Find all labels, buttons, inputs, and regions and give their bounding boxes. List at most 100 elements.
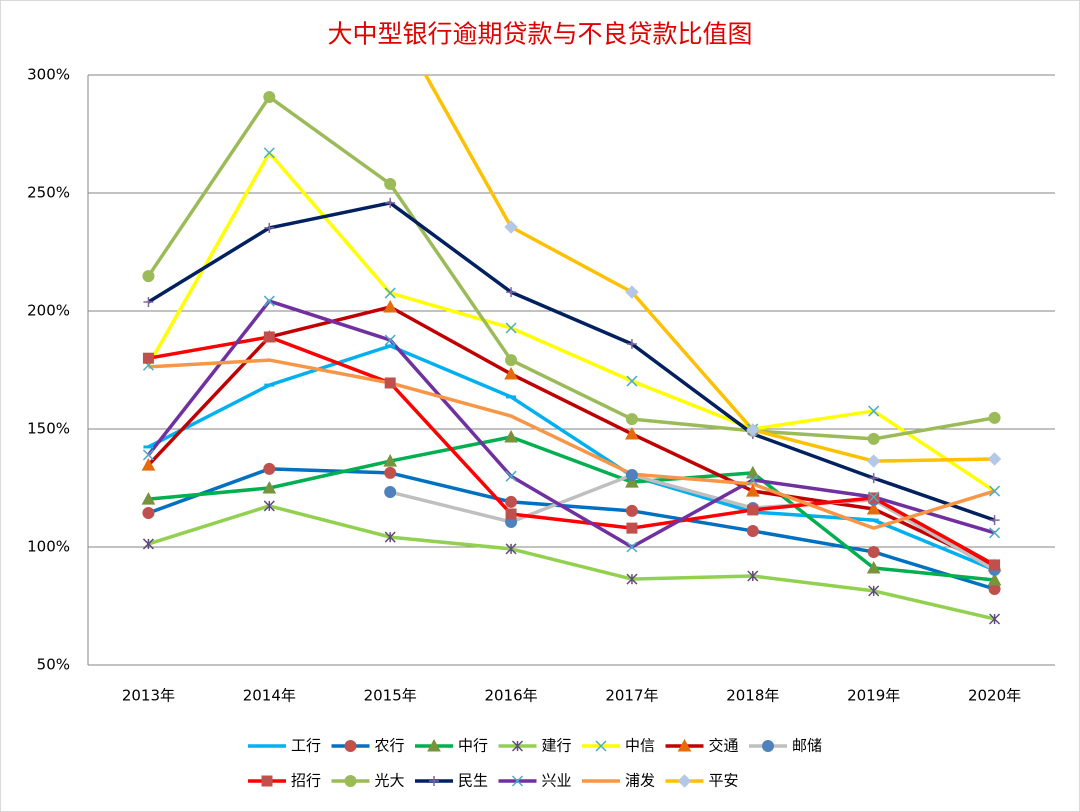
- marker: [868, 585, 880, 597]
- marker: [747, 570, 759, 582]
- marker: [505, 354, 518, 367]
- marker: [867, 545, 880, 558]
- series-line: [147, 504, 995, 621]
- legend-label: 建行: [542, 737, 572, 755]
- legend-label: 招行: [291, 772, 321, 790]
- series-line: [423, 75, 995, 463]
- marker: [866, 454, 881, 468]
- marker: [626, 573, 638, 585]
- legend-label: 平安: [709, 772, 739, 790]
- x-tick-label: 2017年: [605, 687, 658, 705]
- legend-marker: [677, 738, 692, 752]
- marker: [142, 449, 154, 461]
- marker: [142, 270, 155, 283]
- series-line: [148, 435, 995, 582]
- legend-marker: [677, 774, 692, 788]
- marker: [262, 480, 277, 494]
- legend-label: 交通: [709, 737, 739, 755]
- marker: [384, 486, 397, 499]
- series-line: [147, 305, 996, 568]
- y-tick-label: 200%: [27, 302, 70, 320]
- legend-marker: [344, 740, 357, 752]
- marker: [263, 90, 276, 103]
- marker: [625, 469, 638, 482]
- marker: [385, 197, 396, 208]
- marker: [625, 475, 639, 488]
- legend-label: 邮储: [792, 737, 822, 755]
- marker: [384, 334, 396, 346]
- marker: [384, 178, 397, 191]
- marker: [505, 508, 517, 520]
- y-tick-label: 50%: [37, 656, 70, 674]
- series-line: [148, 358, 996, 530]
- marker: [505, 543, 517, 555]
- x-tick-label: 2015年: [364, 687, 417, 705]
- marker: [263, 147, 275, 159]
- marker: [263, 462, 276, 475]
- marker: [868, 473, 879, 484]
- marker: [868, 491, 880, 503]
- marker: [625, 504, 638, 517]
- marker: [747, 474, 759, 486]
- legend-label: 中信: [625, 737, 655, 755]
- marker: [989, 527, 1001, 539]
- legend-marker: [762, 740, 774, 752]
- marker: [625, 413, 638, 426]
- legend-label: 浦发: [625, 772, 655, 790]
- x-tick-label: 2019年: [847, 687, 900, 705]
- marker: [866, 501, 881, 515]
- marker: [142, 507, 155, 520]
- legend-marker: [427, 738, 441, 752]
- legend-marker: [344, 775, 357, 787]
- marker: [505, 470, 517, 482]
- marker: [504, 220, 518, 234]
- series-line: [147, 201, 996, 522]
- series-line: [147, 467, 996, 591]
- x-tick-label: 2020年: [968, 687, 1021, 705]
- marker: [746, 423, 760, 437]
- marker: [625, 426, 639, 440]
- marker: [745, 465, 760, 479]
- marker: [505, 322, 517, 334]
- marker: [746, 524, 759, 537]
- series-line: [389, 473, 996, 572]
- legend-label: 民生: [458, 772, 488, 790]
- marker: [384, 531, 396, 543]
- marker: [383, 299, 398, 313]
- marker: [626, 375, 638, 387]
- marker: [989, 613, 1001, 625]
- marker: [989, 485, 1001, 497]
- marker: [383, 454, 398, 467]
- legend-marker: [511, 740, 524, 752]
- marker: [626, 522, 638, 534]
- marker: [506, 287, 517, 298]
- marker: [866, 560, 881, 574]
- marker: [505, 495, 518, 508]
- marker: [141, 458, 156, 471]
- marker: [989, 515, 1000, 526]
- marker: [626, 541, 638, 553]
- marker: [625, 285, 639, 299]
- marker: [143, 297, 154, 308]
- series-line: [146, 95, 995, 441]
- legend-marker: [595, 740, 607, 752]
- marker: [384, 466, 397, 479]
- marker: [987, 572, 1002, 586]
- marker: [141, 492, 156, 505]
- marker: [142, 352, 154, 364]
- y-tick-label: 250%: [27, 184, 70, 202]
- legend-marker: [261, 775, 273, 787]
- marker: [504, 429, 518, 443]
- series-line: [148, 335, 996, 567]
- series-line: [147, 344, 996, 572]
- series-line: [146, 151, 996, 493]
- y-tick-label: 100%: [27, 538, 70, 556]
- marker: [142, 538, 154, 550]
- legend-label: 农行: [375, 737, 405, 755]
- marker: [745, 484, 760, 497]
- marker: [504, 366, 518, 380]
- legend-label: 工行: [291, 737, 321, 755]
- marker: [868, 405, 880, 417]
